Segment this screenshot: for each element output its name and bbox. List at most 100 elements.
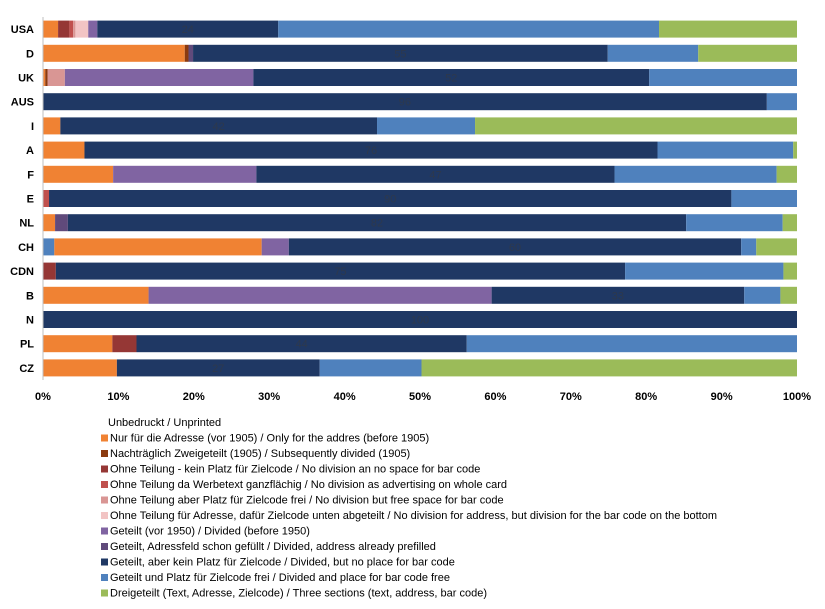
- legend-label-0: Unbedruckt / Unprinted: [108, 417, 221, 429]
- bar-nl-series-8: [55, 214, 68, 232]
- bar-f-series-7: [113, 165, 257, 183]
- bar-cz-series-11: [421, 359, 797, 377]
- category-label-aus: AUS: [11, 97, 34, 109]
- bar-uk-series-1: [43, 69, 46, 86]
- legend: Unbedruckt / Unprinted Nur für die Adress…: [101, 417, 717, 600]
- category-label-pl: PL: [20, 339, 34, 351]
- data-label-f: 47: [429, 169, 441, 181]
- bar-cdn-series-3: [43, 262, 56, 280]
- bar-usa-series-5: [73, 20, 76, 38]
- category-label-cz: CZ: [19, 363, 34, 375]
- category-label-cdn: CDN: [10, 266, 34, 278]
- bar-a-series-11: [793, 141, 797, 159]
- bar-pl-series-3: [112, 335, 137, 353]
- data-label-aus: 96: [399, 97, 411, 109]
- bar-aus-series-9: [43, 93, 767, 111]
- category-label-nl: NL: [19, 218, 34, 230]
- bar-i-series-10: [377, 117, 476, 135]
- bar-cz-series-1: [43, 359, 117, 377]
- category-label-d: D: [26, 48, 34, 60]
- bar-d-series-8: [188, 44, 194, 62]
- legend-swatch-1: [101, 434, 108, 442]
- data-label-usa: 24: [182, 24, 194, 36]
- bar-a-series-10: [657, 141, 794, 159]
- legend-label-7: Geteilt (vor 1950) / Divided (before 195…: [110, 526, 310, 538]
- bar-usa-series-3: [58, 20, 70, 38]
- bar-d-series-9: [193, 44, 608, 62]
- x-tick-label-3: 30%: [258, 391, 280, 403]
- legend-label-3: Ohne Teilung - kein Platz für Zielcode /…: [110, 464, 480, 476]
- bar-d-series-11: [698, 44, 797, 62]
- x-tick-label-9: 90%: [711, 391, 733, 403]
- bar-d-series-1: [43, 44, 185, 62]
- bar-usa-series-6: [75, 20, 89, 38]
- legend-label-4: Ohne Teilung da Werbetext ganzflächig / …: [110, 479, 507, 491]
- bar-i-series-1: [43, 117, 61, 135]
- bar-usa-series-1: [43, 20, 59, 38]
- bar-e-series-9: [49, 190, 732, 207]
- legend-swatch-3: [101, 465, 108, 473]
- bar-f-series-10: [614, 165, 777, 183]
- legend-swatch-7: [101, 527, 108, 535]
- bar-usa-series-10: [278, 20, 660, 38]
- bar-nl-series-1: [43, 214, 56, 232]
- bar-nl-series-9: [67, 214, 687, 232]
- bar-usa-series-9: [97, 20, 279, 38]
- bar-n-series-9: [43, 311, 797, 328]
- category-label-a: A: [26, 145, 34, 157]
- bar-ch-series-7: [261, 238, 289, 256]
- data-label-i: 42: [213, 121, 225, 133]
- data-label-cdn: 75: [334, 266, 346, 278]
- category-label-e: E: [27, 194, 34, 206]
- bar-ch-series-10: [741, 238, 757, 256]
- bar-uk-series-2: [45, 69, 48, 86]
- bar-cz-series-9: [116, 359, 320, 377]
- bar-uk-series-10: [649, 69, 797, 86]
- x-tick-label-0: 0%: [35, 391, 51, 403]
- bar-f-series-11: [776, 165, 797, 183]
- bar-pl-series-9: [136, 335, 467, 353]
- legend-swatch-4: [101, 481, 108, 488]
- bar-aus-series-10: [766, 93, 797, 111]
- x-axis: 0% 10% 20% 30% 40% 50% 60% 70% 80% 90% 100%: [35, 391, 811, 403]
- bar-i-series-9: [60, 117, 378, 135]
- legend-swatch-9: [101, 558, 108, 566]
- legend-label-9: Geteilt, aber kein Platz für Zielcode / …: [110, 557, 455, 569]
- data-label-n: 100: [411, 315, 429, 327]
- bar-ch-series-0: [43, 238, 55, 256]
- x-tick-label-10: 100%: [783, 391, 811, 403]
- x-tick-label-8: 80%: [635, 391, 657, 403]
- category-label-uk: UK: [18, 73, 34, 85]
- bar-b-series-1: [43, 286, 149, 304]
- data-label-e: 90: [384, 194, 396, 206]
- bar-usa-series-4: [69, 20, 74, 38]
- legend-label-2: Nachträglich Zweigeteilt (1905) / Subseq…: [110, 448, 410, 460]
- x-tick-label-2: 20%: [183, 391, 205, 403]
- legend-label-6: Ohne Teilung für Adresse, dafür Zielcode…: [110, 510, 717, 522]
- bar-cz-series-10: [319, 359, 422, 377]
- bar-nl-series-11: [782, 214, 797, 232]
- bar-b-series-7: [148, 286, 492, 304]
- data-label-a: 76: [365, 145, 377, 157]
- data-label-nl: 82: [371, 218, 383, 230]
- bar-ch-series-9: [288, 238, 742, 256]
- bar-pl-series-10: [466, 335, 797, 353]
- legend-swatch-6: [101, 512, 108, 519]
- legend-swatch-5: [101, 496, 108, 504]
- category-label-ch: CH: [18, 242, 34, 254]
- category-label-n: N: [26, 315, 34, 327]
- data-label-cz: 27: [212, 363, 224, 375]
- bar-a-series-1: [43, 141, 85, 159]
- data-label-pl: 44: [295, 339, 307, 351]
- legend-label-8: Geteilt, Adressfeld schon gefüllt / Divi…: [110, 541, 436, 553]
- legend-swatch-8: [101, 543, 108, 550]
- data-label-d: 55: [394, 48, 406, 60]
- x-tick-label-5: 50%: [409, 391, 431, 403]
- category-label-b: B: [26, 290, 34, 302]
- legend-swatch-10: [101, 574, 108, 581]
- category-label-i: I: [31, 121, 34, 133]
- category-label-f: F: [27, 169, 34, 181]
- bar-pl-series-1: [43, 335, 113, 353]
- bars-group: [43, 20, 797, 377]
